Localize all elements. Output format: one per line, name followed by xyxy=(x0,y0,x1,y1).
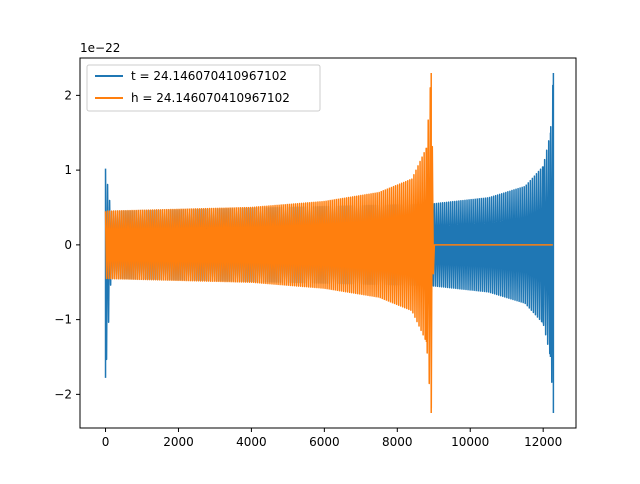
y-tick-label: 2 xyxy=(64,88,72,102)
series-layer xyxy=(104,72,555,414)
y-tick-label: 0 xyxy=(64,238,72,252)
y-tick-label: −2 xyxy=(54,387,72,401)
y-tick-label: 1 xyxy=(64,163,72,177)
x-tick-label: 10000 xyxy=(451,435,489,449)
series-line-h xyxy=(104,72,553,414)
x-tick-label: 12000 xyxy=(524,435,562,449)
legend-label-h: h = 24.146070410967102 xyxy=(131,91,290,105)
y-tick-label: −1 xyxy=(54,313,72,327)
x-tick-label: 4000 xyxy=(236,435,267,449)
x-tick-label: 2000 xyxy=(163,435,194,449)
x-tick-label: 6000 xyxy=(309,435,340,449)
legend-frame xyxy=(86,64,321,112)
axes-frame xyxy=(79,57,577,429)
x-axis: 0 2000 4000 6000 8000 10000 12000 xyxy=(102,428,562,449)
y-axis: −2 −1 0 1 2 xyxy=(54,88,80,401)
legend-label-t: t = 24.146070410967102 xyxy=(131,69,287,83)
legend: t = 24.146070410967102 h = 24.1460704109… xyxy=(86,64,321,112)
x-tick-label: 0 xyxy=(102,435,110,449)
y-offset-text: 1e−22 xyxy=(80,41,120,55)
x-tick-label: 8000 xyxy=(382,435,413,449)
